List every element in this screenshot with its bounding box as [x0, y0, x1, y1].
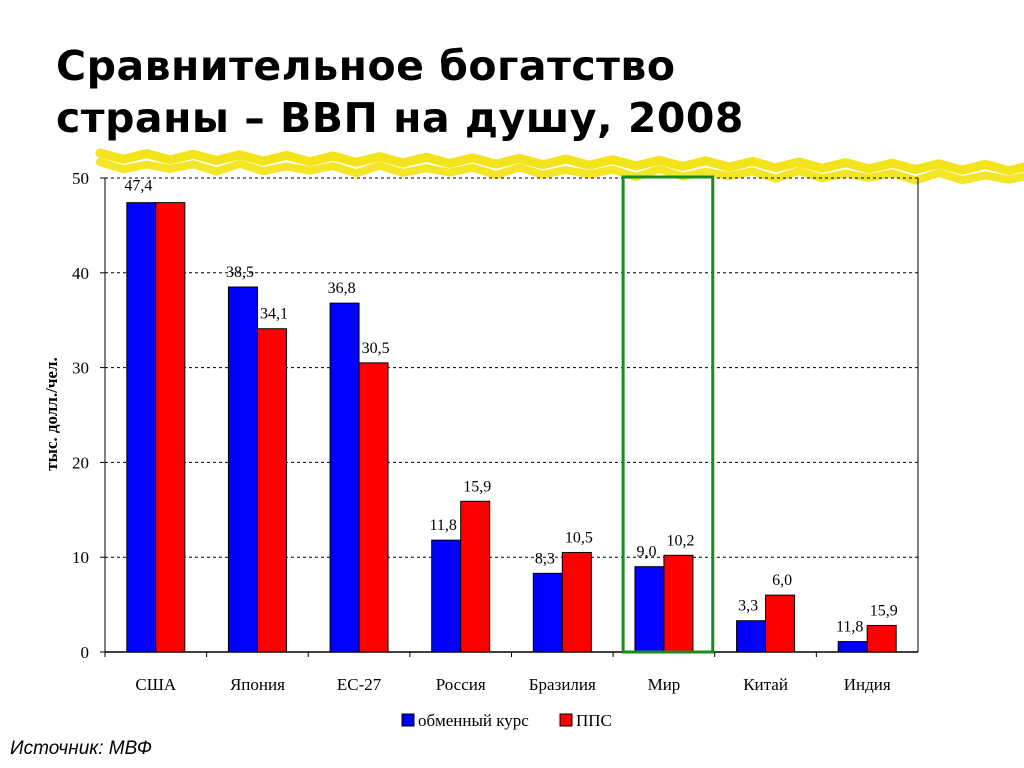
x-tick-label: Бразилия	[529, 675, 596, 694]
bar-ppp	[460, 500, 491, 653]
title-line-1: Сравнительное богатство	[56, 42, 676, 90]
y-tick-label: 30	[72, 359, 89, 378]
data-label: 8,3	[535, 550, 555, 567]
legend-label: обменный курс	[418, 711, 529, 730]
bar-ppp	[765, 594, 796, 653]
bar-ppp	[256, 328, 287, 653]
data-label: 10,2	[666, 532, 694, 549]
title-line-2: страны – ВВП на душу, 2008	[56, 94, 744, 142]
x-tick-label: США	[135, 675, 176, 694]
x-tick-label: ЕС-27	[337, 675, 382, 694]
y-tick-label: 20	[72, 453, 89, 472]
data-label: 10,5	[565, 529, 593, 546]
bar-exchange-rate	[126, 202, 157, 653]
y-tick-label: 50	[72, 169, 89, 188]
y-tick-label: 0	[81, 643, 90, 662]
x-tick-label: Россия	[436, 675, 486, 694]
y-axis-label: тыс. долл./чел.	[42, 357, 61, 471]
data-label: 11,8	[429, 517, 456, 534]
title-underline	[95, 148, 1024, 176]
bar-exchange-rate	[634, 566, 665, 653]
x-tick-label: Мир	[648, 675, 681, 694]
bar-exchange-rate	[329, 302, 360, 653]
x-tick-label: Япония	[230, 675, 285, 694]
page-title: Сравнительное богатство страны – ВВП на …	[56, 40, 744, 144]
bar-exchange-rate	[837, 641, 868, 653]
data-label: 11,8	[836, 619, 863, 636]
source-note: Источник: МВФ	[10, 738, 152, 759]
data-label: 36,8	[328, 280, 356, 297]
legend-swatch	[401, 713, 415, 727]
data-label: 34,1	[260, 306, 288, 323]
bar-ppp	[561, 551, 592, 653]
data-label: 6,0	[772, 572, 792, 589]
data-label: 9,0	[636, 544, 656, 561]
bar-ppp	[663, 554, 694, 653]
data-label: 38,5	[226, 264, 254, 281]
y-tick-label: 40	[72, 264, 89, 283]
bar-ppp	[155, 202, 186, 653]
bar-exchange-rate	[532, 572, 563, 653]
title-underline-stroke	[96, 158, 1024, 185]
data-label: 30,5	[362, 340, 390, 357]
x-tick-label: Китай	[743, 675, 788, 694]
data-label: 15,9	[463, 478, 491, 495]
legend-label: ППС	[576, 711, 612, 730]
bar-exchange-rate	[431, 539, 462, 653]
data-label: 15,9	[870, 602, 898, 619]
legend-swatch	[559, 713, 573, 727]
bar-ppp	[358, 362, 389, 653]
highlight-box-world	[621, 175, 715, 654]
bar-exchange-rate	[736, 620, 767, 653]
data-label: 47,4	[124, 178, 152, 195]
y-tick-label: 10	[72, 548, 89, 567]
bar-ppp	[866, 624, 897, 653]
data-label: 3,3	[738, 598, 758, 615]
x-tick-label: Индия	[844, 675, 891, 694]
bar-exchange-rate	[227, 286, 258, 653]
